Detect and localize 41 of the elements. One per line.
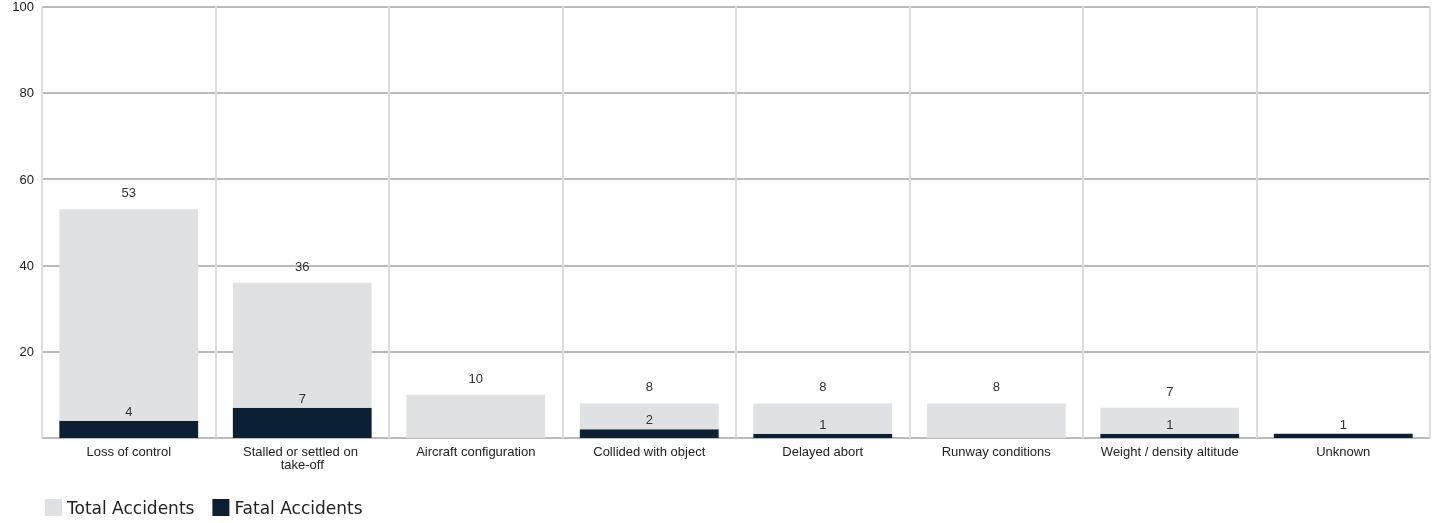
- bar: [59, 420, 199, 438]
- legend-label: Total Accidents: [66, 497, 195, 518]
- data-label: 1: [1166, 416, 1174, 432]
- x-tick-label: Loss of control: [86, 444, 172, 459]
- total-label: 36: [295, 258, 310, 274]
- x-tick-label: Unknown: [1316, 444, 1371, 459]
- bar: [1100, 433, 1240, 438]
- bar: [1100, 407, 1240, 434]
- total-label: 8: [992, 379, 1000, 395]
- data-label: 4: [125, 403, 133, 419]
- bar: [579, 403, 719, 430]
- total-label: 7: [1166, 383, 1174, 399]
- x-tick-label: Delayed abort: [782, 444, 864, 459]
- bar: [753, 403, 893, 434]
- x-tick-label: Weight / density altitude: [1100, 444, 1239, 459]
- data-label: 1: [819, 416, 827, 432]
- total-label: 8: [645, 379, 653, 395]
- bar: [406, 394, 546, 438]
- total-label: 8: [819, 379, 827, 395]
- y-tick-label: 100: [12, 0, 34, 14]
- bar: [232, 282, 372, 408]
- bar: [232, 407, 372, 438]
- x-tick-label: Runway conditions: [941, 444, 1052, 459]
- total-label: 10: [468, 370, 483, 386]
- x-tick-label: Collided with object: [593, 444, 706, 459]
- data-label: 7: [298, 390, 306, 406]
- x-tick-label: Aircraft configuration: [416, 444, 536, 459]
- bar: [753, 433, 893, 438]
- bar: [59, 209, 199, 421]
- bar: [1273, 433, 1413, 438]
- bar: [579, 429, 719, 438]
- total-label: 53: [121, 185, 136, 201]
- y-tick-label: 40: [19, 257, 34, 273]
- x-tick-label: Stalled or settled on take-off: [242, 444, 362, 472]
- bar: [926, 403, 1066, 438]
- total-label: 1: [1339, 416, 1347, 432]
- data-label: 2: [645, 412, 653, 428]
- y-tick-label: 20: [19, 344, 34, 360]
- y-tick-label: 60: [19, 171, 34, 187]
- y-tick-label: 80: [19, 85, 34, 101]
- legend-label: Fatal Accidents: [234, 497, 363, 518]
